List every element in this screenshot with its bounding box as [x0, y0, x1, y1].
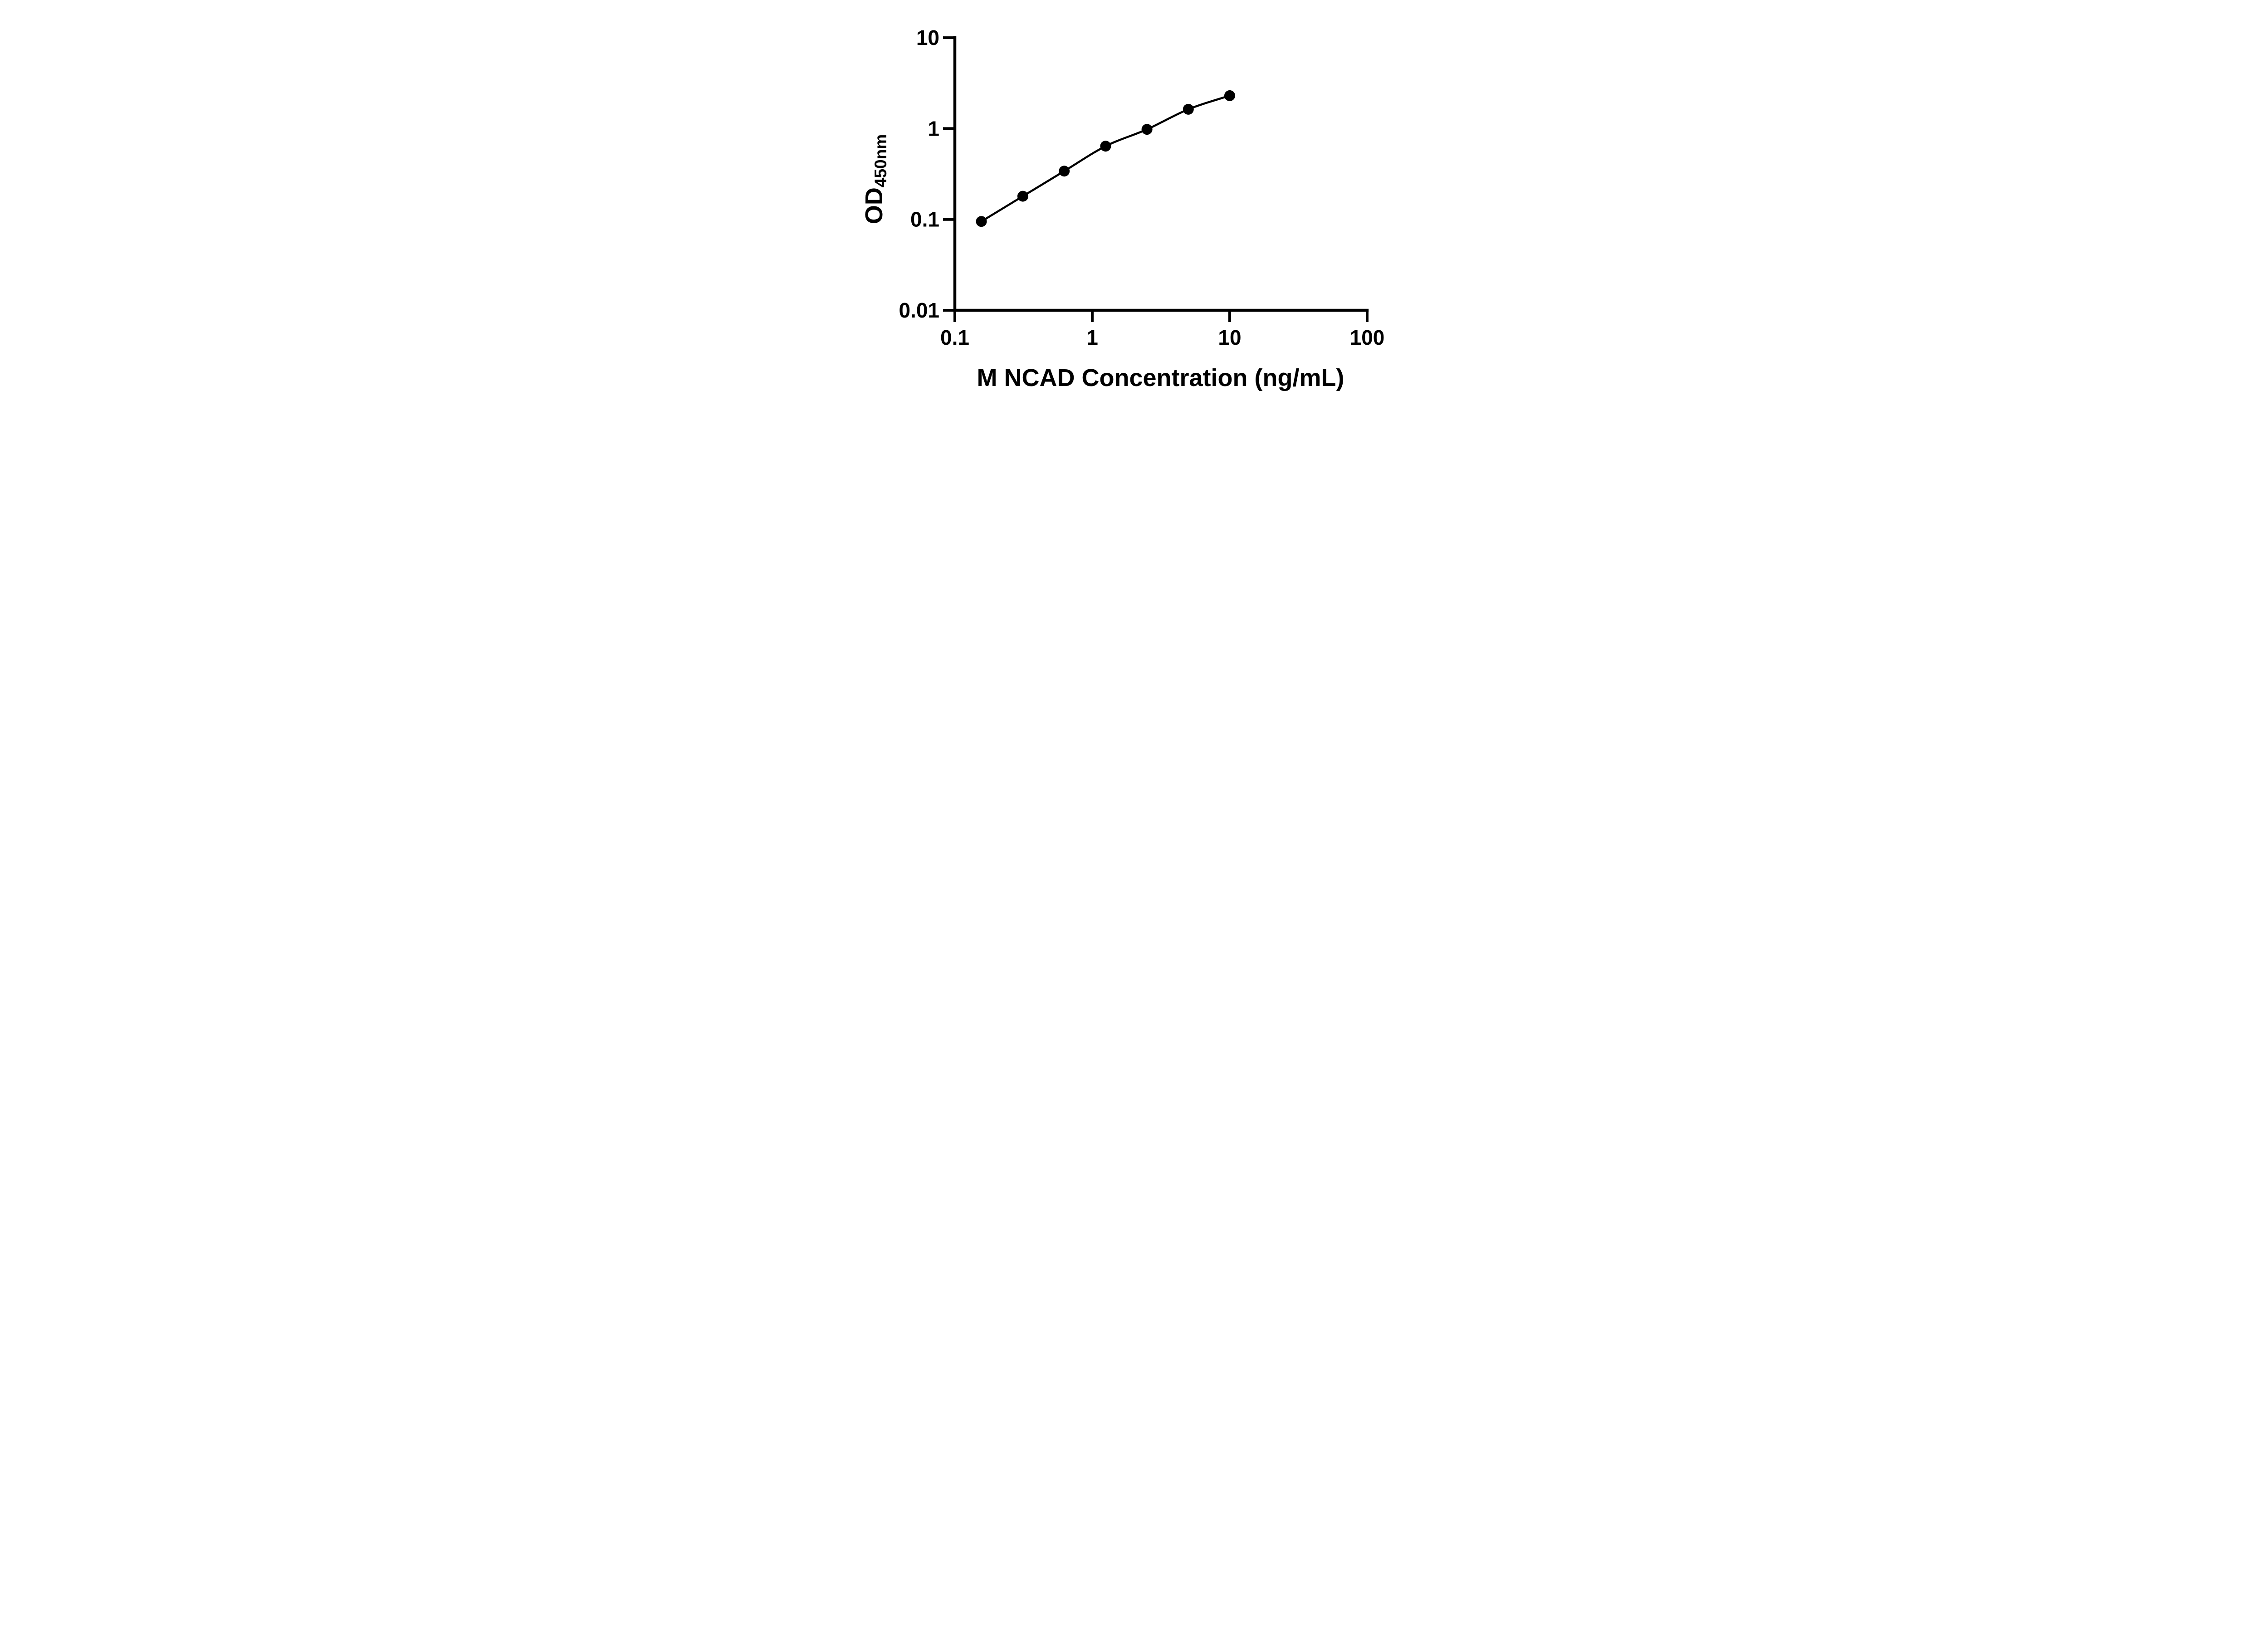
x-tick-label: 10	[1218, 326, 1241, 349]
x-tick-label: 100	[1350, 326, 1385, 349]
data-point-4	[1100, 141, 1111, 152]
y-axis-title-main: OD	[860, 187, 888, 224]
data-point-6	[1183, 103, 1194, 115]
standard-curve-figure: 0.1 1 10 100 0.01 0.1 1 10 M NCAD Concentration…	[842, 0, 1426, 408]
data-point-7	[1224, 90, 1235, 101]
y-axis-title: OD450nm	[860, 134, 890, 224]
data-point-2	[1017, 191, 1028, 202]
x-axis-title: M NCAD Concentration (ng/mL)	[977, 364, 1344, 391]
y-axis-title-subscript: 450nm	[871, 134, 890, 187]
x-tick-label: 1	[1086, 326, 1098, 349]
data-point-1	[976, 216, 987, 227]
x-tick-label: 0.1	[940, 326, 969, 349]
y-tick-label: 1	[928, 117, 939, 140]
data-point-3	[1059, 166, 1070, 177]
y-tick-label: 0.01	[899, 298, 939, 322]
data-point-5	[1141, 124, 1153, 135]
standard-curve-line	[981, 94, 1230, 223]
y-tick-label: 10	[916, 26, 939, 49]
y-tick-label: 0.1	[910, 208, 939, 231]
